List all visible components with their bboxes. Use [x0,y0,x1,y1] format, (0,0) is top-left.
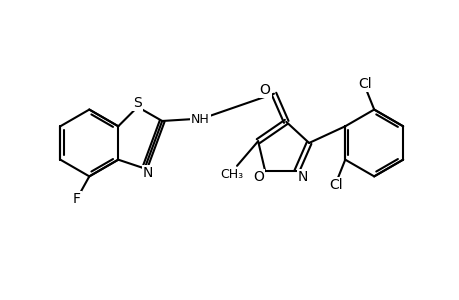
Text: N: N [297,170,308,184]
Text: N: N [143,166,153,180]
Text: O: O [253,170,264,184]
Text: S: S [133,96,142,110]
Text: O: O [259,83,270,97]
Text: NH: NH [190,113,209,126]
Text: Cl: Cl [358,77,371,91]
Text: F: F [73,192,81,206]
Text: Cl: Cl [329,178,342,192]
Text: CH₃: CH₃ [220,168,243,181]
